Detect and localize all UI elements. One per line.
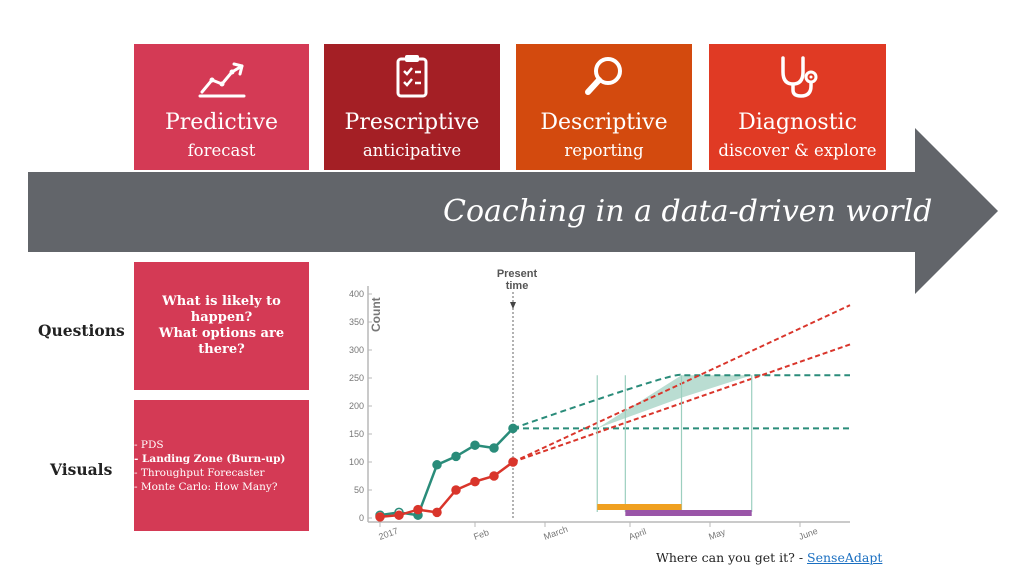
questions-label: Questions (38, 321, 125, 340)
x-tick-label: April (627, 526, 647, 542)
series-point (451, 485, 461, 495)
y-tick-label: 0 (359, 513, 364, 523)
landing-zone-shade (597, 375, 752, 429)
series-point (508, 423, 518, 434)
y-tick-label: 50 (354, 485, 364, 495)
question-line: What options are (158, 326, 285, 341)
tile-title: Diagnostic (738, 110, 857, 135)
question-line: there? (198, 342, 245, 357)
tile-subtitle: discover & explore (718, 141, 877, 160)
arrow-caption: Coaching in a data-driven world (443, 194, 933, 229)
series-point (413, 504, 423, 515)
series-point (451, 451, 461, 462)
questions-box: What is likely to happen? What options a… (134, 262, 309, 390)
tile-descriptive: Descriptive reporting (516, 44, 692, 170)
tile-title: Predictive (164, 110, 279, 135)
y-tick-label: 300 (349, 345, 364, 355)
x-tick-label: 2017 (377, 526, 399, 542)
present-time-label: Present (497, 268, 538, 280)
magnifier-icon (516, 54, 692, 98)
visual-item: - Landing Zone (Burn-up) (134, 453, 286, 465)
x-tick-label: Feb (472, 527, 490, 542)
series-point (470, 476, 480, 487)
tile-diagnostic: Diagnostic discover & explore (709, 44, 886, 170)
senseadapt-link[interactable]: SenseAdapt (807, 550, 883, 565)
series-point (470, 440, 480, 450)
visual-item: - PDS (134, 439, 164, 451)
landing-zone-chart: 0 50 100 150 200 250 300 350 400 Count 2017 Feb Marc… (349, 268, 851, 542)
tile-title: Descriptive (540, 110, 668, 135)
series-point (508, 457, 518, 467)
tile-subtitle: forecast (187, 141, 256, 160)
footer-source: Where can you get it? - SenseAdapt (656, 550, 882, 565)
question-line: What is likely to (162, 294, 281, 309)
x-tick-label: May (707, 526, 727, 541)
stethoscope-icon (709, 54, 886, 98)
y-tick-label: 200 (349, 401, 364, 411)
y-tick-label: 100 (349, 457, 364, 467)
x-tick-label: March (542, 524, 569, 542)
tile-subtitle: reporting (564, 141, 644, 160)
series-point (489, 471, 499, 481)
visuals-box: - PDS - Landing Zone (Burn-up) - Through… (134, 400, 309, 531)
series-point (489, 443, 499, 453)
clipboard-checklist-icon (324, 54, 500, 98)
question-line: happen? (190, 310, 253, 325)
y-tick-label: 150 (349, 429, 364, 439)
trend-chart-icon (134, 54, 309, 98)
visual-item: - Throughput Forecaster (134, 467, 265, 479)
y-tick-label: 350 (349, 317, 364, 327)
timeline-bar-purple (625, 510, 752, 516)
tile-title: Prescriptive (344, 110, 480, 135)
y-axis-label: Count (369, 297, 383, 332)
y-tick-label: 400 (349, 289, 364, 299)
series-point (375, 512, 385, 522)
y-tick-label: 250 (349, 373, 364, 383)
visuals-label: Visuals (50, 460, 113, 479)
series-point (432, 460, 442, 470)
visual-item: - Monte Carlo: How Many? (134, 481, 278, 493)
tile-subtitle: anticipative (362, 141, 462, 160)
tile-predictive: Predictive forecast (134, 44, 309, 170)
footer-prefix: Where can you get it? - (656, 550, 808, 565)
projection-teal-curve (512, 373, 850, 430)
series-point (394, 510, 404, 520)
tile-prescriptive: Prescriptive anticipative (324, 44, 500, 170)
present-time-arrow (510, 302, 516, 309)
series-point (432, 507, 442, 518)
timeline-bar-orange (597, 504, 682, 510)
x-tick-label: June (797, 526, 819, 542)
present-time-label: time (506, 280, 529, 292)
